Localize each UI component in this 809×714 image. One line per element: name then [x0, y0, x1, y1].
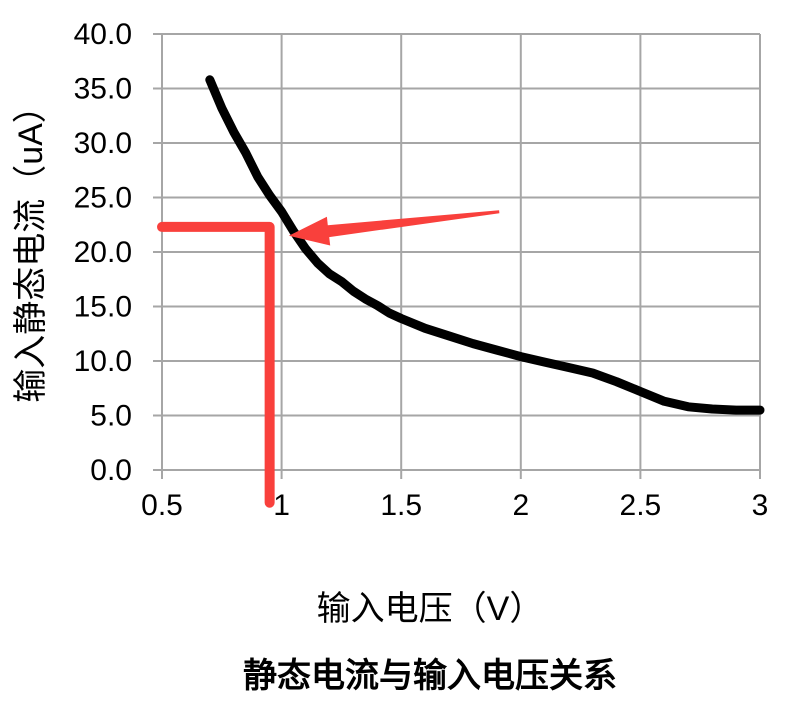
y-tick-label: 20.0	[74, 236, 132, 269]
x-tick-label: 2	[512, 489, 529, 522]
y-tick-label: 40.0	[74, 18, 132, 51]
y-tick-label: 15.0	[74, 291, 132, 324]
y-axis-title: 输入静态电流（uA）	[12, 89, 50, 403]
x-tick-label: 1.5	[380, 489, 422, 522]
x-axis-title: 输入电压（V）	[316, 590, 544, 628]
data-curve	[205, 75, 765, 415]
chart-title: 静态电流与输入电压关系	[243, 657, 617, 695]
y-tick-label: 5.0	[90, 400, 132, 433]
y-tick-label: 35.0	[74, 73, 132, 106]
y-tick-label: 10.0	[74, 345, 132, 378]
annotation-callout-line	[157, 221, 275, 508]
y-tick-label: 30.0	[74, 127, 132, 160]
x-tick-label: 1	[273, 489, 290, 522]
annotation-arrow	[288, 210, 500, 246]
x-tick-label: 3	[752, 489, 769, 522]
y-tick-label: 0.0	[90, 454, 132, 487]
y-tick-label: 25.0	[74, 182, 132, 215]
x-tick-label: 0.5	[141, 489, 183, 522]
x-tick-label: 2.5	[620, 489, 662, 522]
